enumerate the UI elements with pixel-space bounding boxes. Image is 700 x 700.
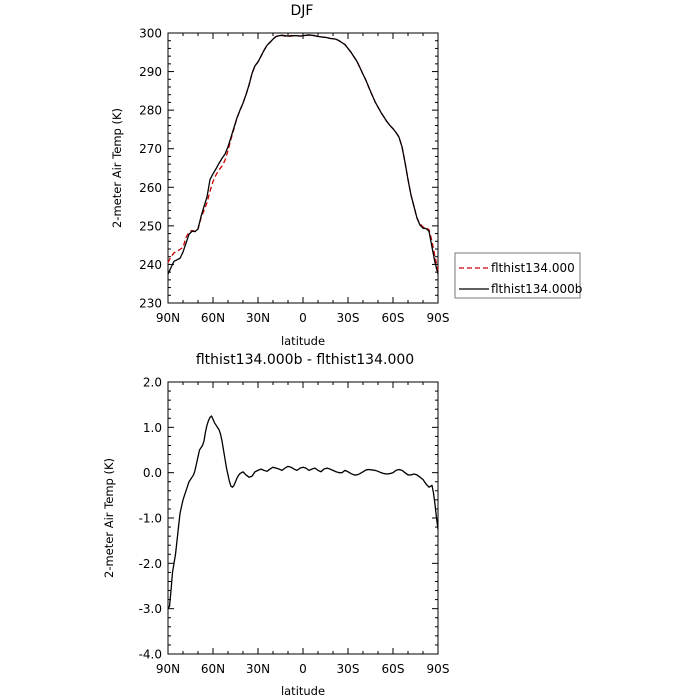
y-tick-label: 290 — [139, 65, 162, 79]
series-line-flthist134-000 — [167, 34, 439, 271]
y-tick-label: -1.0 — [139, 512, 162, 526]
bottom-series-group — [167, 415, 439, 610]
legend-entry-flthist134-000b: flthist134.000b — [491, 282, 582, 296]
top-x-axis-label: latitude — [281, 334, 325, 348]
x-tick-label: 30N — [246, 662, 270, 676]
bottom-y-axis-label: 2-meter Air Temp (K) — [102, 458, 116, 578]
x-tick-label: 30S — [337, 662, 360, 676]
x-tick-label: 60S — [382, 662, 405, 676]
y-tick-label: 300 — [139, 27, 162, 41]
bottom-axes: 90N 60N 30N 0 30S 60S 90S -4.0 -3.0 -2.0 -1.0 0.0 1.… — [139, 376, 450, 677]
x-tick-label: 60N — [201, 662, 225, 676]
top-title: DJF — [291, 3, 314, 19]
panel-top: DJF 90N 60N 30N 0 30S 60S 90S 230 240 250 260 270 28… — [110, 3, 449, 348]
x-tick-label: 90N — [156, 311, 180, 325]
bottom-x-axis-label: latitude — [281, 684, 325, 698]
x-tick-label: 60N — [201, 311, 225, 325]
y-tick-label: 260 — [139, 181, 162, 195]
x-tick-label: 30S — [337, 311, 360, 325]
y-tick-label: -3.0 — [139, 602, 162, 616]
y-tick-label: 1.0 — [143, 421, 162, 435]
x-tick-label: 30N — [246, 311, 270, 325]
legend-box — [454, 252, 581, 299]
x-tick-label: 0 — [299, 662, 307, 676]
top-series-group — [167, 34, 439, 275]
y-tick-label: 230 — [139, 297, 162, 311]
top-plot-frame — [167, 32, 439, 304]
bottom-title: flthist134.000b - flthist134.000 — [196, 352, 414, 368]
y-tick-label: 2.0 — [143, 376, 162, 390]
x-tick-label: 0 — [299, 311, 307, 325]
top-axes: 90N 60N 30N 0 30S 60S 90S 230 240 250 260 270 280 290… — [139, 27, 449, 326]
legend: flthist134.000 flthist134.000b — [454, 252, 582, 299]
y-tick-label: 0.0 — [143, 466, 162, 480]
x-tick-label: 90N — [156, 662, 180, 676]
y-tick-label: -4.0 — [139, 648, 162, 662]
x-tick-label: 90S — [427, 662, 450, 676]
legend-entry-flthist134-000: flthist134.000 — [491, 261, 575, 275]
y-tick-label: -2.0 — [139, 557, 162, 571]
bottom-series-line — [167, 415, 439, 610]
panel-bottom: flthist134.000b - flthist134.000 90N 60N 3… — [102, 352, 449, 698]
y-tick-label: 240 — [139, 258, 162, 272]
top-y-axis-label: 2-meter Air Temp (K) — [110, 108, 124, 228]
x-tick-label: 90S — [427, 311, 450, 325]
bottom-plot-frame — [167, 381, 439, 655]
y-tick-label: 250 — [139, 219, 162, 233]
x-tick-label: 60S — [382, 311, 405, 325]
y-tick-label: 270 — [139, 142, 162, 156]
series-line-flthist134-000b — [167, 34, 439, 275]
y-tick-label: 280 — [139, 104, 162, 118]
